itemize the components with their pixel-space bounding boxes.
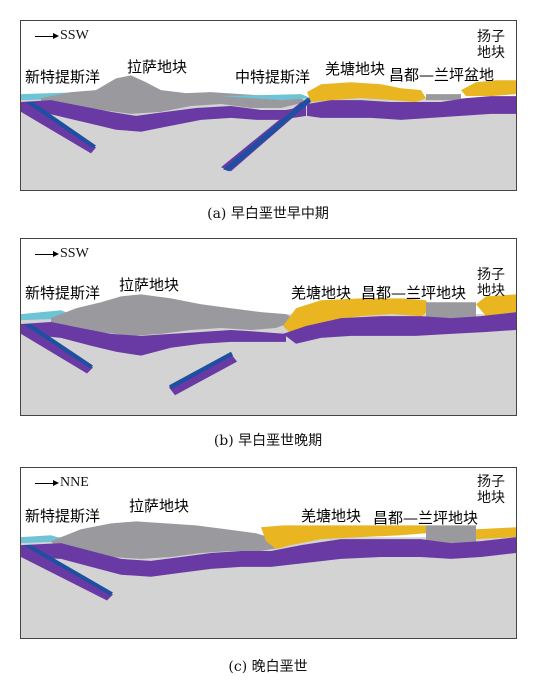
yangtze-crust bbox=[476, 527, 516, 540]
arrow-right-icon bbox=[35, 32, 59, 39]
panel-c: NNE 新特提斯洋 拉萨地块 羌塘地块 昌都—兰坪地块 扬子 地块 bbox=[20, 467, 517, 639]
neo-tethys-slab bbox=[21, 104, 96, 154]
label-yangtze-line2: 地块 bbox=[477, 283, 505, 299]
yangtze-crust bbox=[461, 80, 516, 97]
arrow-right-icon bbox=[35, 250, 59, 257]
caption-b: (b) 早白垩世晚期 bbox=[213, 433, 323, 449]
arrow-right-icon bbox=[35, 479, 59, 486]
neo-tethys-slab bbox=[21, 547, 113, 601]
lhasa-crust bbox=[51, 294, 296, 336]
changdu-block bbox=[426, 525, 476, 544]
lithosphere-right-b bbox=[283, 312, 516, 344]
label-neo-tethys: 新特提斯洋 bbox=[25, 507, 101, 525]
label-qiangtang: 羌塘地块 bbox=[325, 60, 386, 78]
direction-label: NNE bbox=[60, 475, 89, 490]
label-lhasa: 拉萨地块 bbox=[129, 497, 190, 515]
lithosphere-c bbox=[21, 537, 516, 577]
label-neo-tethys: 新特提斯洋 bbox=[25, 284, 101, 302]
panel-b: SSW 新特提斯洋 拉萨地块 羌塘地块 昌都—兰坪地块 扬子 地块 bbox=[20, 238, 517, 416]
changdu-basin bbox=[426, 94, 461, 101]
panel-a-cross-section bbox=[21, 21, 516, 172]
detached-slab-crust bbox=[169, 351, 233, 390]
caption-c: (c) 晚白垩世 bbox=[228, 659, 308, 675]
caption-a: (a) 早白垩世早中期 bbox=[207, 206, 329, 222]
label-yangtze-line1: 扬子 bbox=[477, 474, 505, 490]
yangtze-crust bbox=[476, 294, 516, 317]
qiangtang-crust bbox=[283, 298, 431, 334]
direction-indicator-b: SSW bbox=[35, 246, 89, 262]
sky bbox=[21, 21, 516, 99]
label-changdu: 昌都—兰坪盆地 bbox=[389, 66, 495, 84]
lhasa-crust bbox=[41, 75, 306, 114]
direction-indicator-a: SSW bbox=[35, 28, 89, 44]
label-yangtze: 扬子 地块 bbox=[477, 267, 505, 299]
direction-indicator-c: NNE bbox=[35, 475, 89, 491]
neo-tethys-slab-crust bbox=[23, 545, 113, 596]
detached-slab bbox=[169, 353, 237, 396]
lithosphere-b bbox=[21, 322, 286, 356]
lhasa-crust bbox=[51, 521, 283, 559]
label-lhasa: 拉萨地块 bbox=[119, 276, 180, 294]
lithosphere-right-a bbox=[307, 96, 516, 120]
lithosphere-a bbox=[21, 100, 306, 132]
label-yangtze-line1: 扬子 bbox=[477, 29, 505, 45]
label-yangtze: 扬子 地块 bbox=[477, 29, 505, 61]
label-changdu: 昌都—兰坪地块 bbox=[361, 284, 467, 302]
direction-label: SSW bbox=[60, 28, 89, 43]
label-neo-tethys: 新特提斯洋 bbox=[25, 68, 101, 86]
label-yangtze-line2: 地块 bbox=[477, 490, 505, 506]
label-yangtze-line1: 扬子 bbox=[477, 267, 505, 283]
label-qiangtang: 羌塘地块 bbox=[301, 507, 362, 525]
panel-c-cross-section bbox=[21, 468, 516, 601]
changdu-block bbox=[426, 302, 476, 319]
label-meso-tethys: 中特提斯洋 bbox=[235, 68, 311, 86]
label-lhasa: 拉萨地块 bbox=[127, 58, 188, 76]
neo-tethys-slab-crust bbox=[23, 324, 93, 369]
neo-tethys-slab-crust bbox=[25, 102, 96, 149]
meso-tethys-slab-crust bbox=[223, 98, 315, 172]
label-changdu: 昌都—兰坪地块 bbox=[373, 509, 479, 527]
qiangtang-crust bbox=[307, 82, 426, 103]
panel-b-cross-section bbox=[21, 239, 516, 396]
neo-tethys-slab bbox=[21, 326, 93, 374]
meso-tethys-water bbox=[221, 94, 311, 101]
direction-label: SSW bbox=[60, 246, 89, 261]
qiangtang-crust bbox=[261, 525, 426, 550]
label-qiangtang: 羌塘地块 bbox=[291, 284, 352, 302]
label-yangtze-line2: 地块 bbox=[477, 45, 505, 61]
panel-a: SSW 新特提斯洋 拉萨地块 中特提斯洋 羌塘地块 昌都—兰坪盆地 扬子 地块 bbox=[20, 20, 517, 191]
label-yangtze: 扬子 地块 bbox=[477, 474, 505, 506]
